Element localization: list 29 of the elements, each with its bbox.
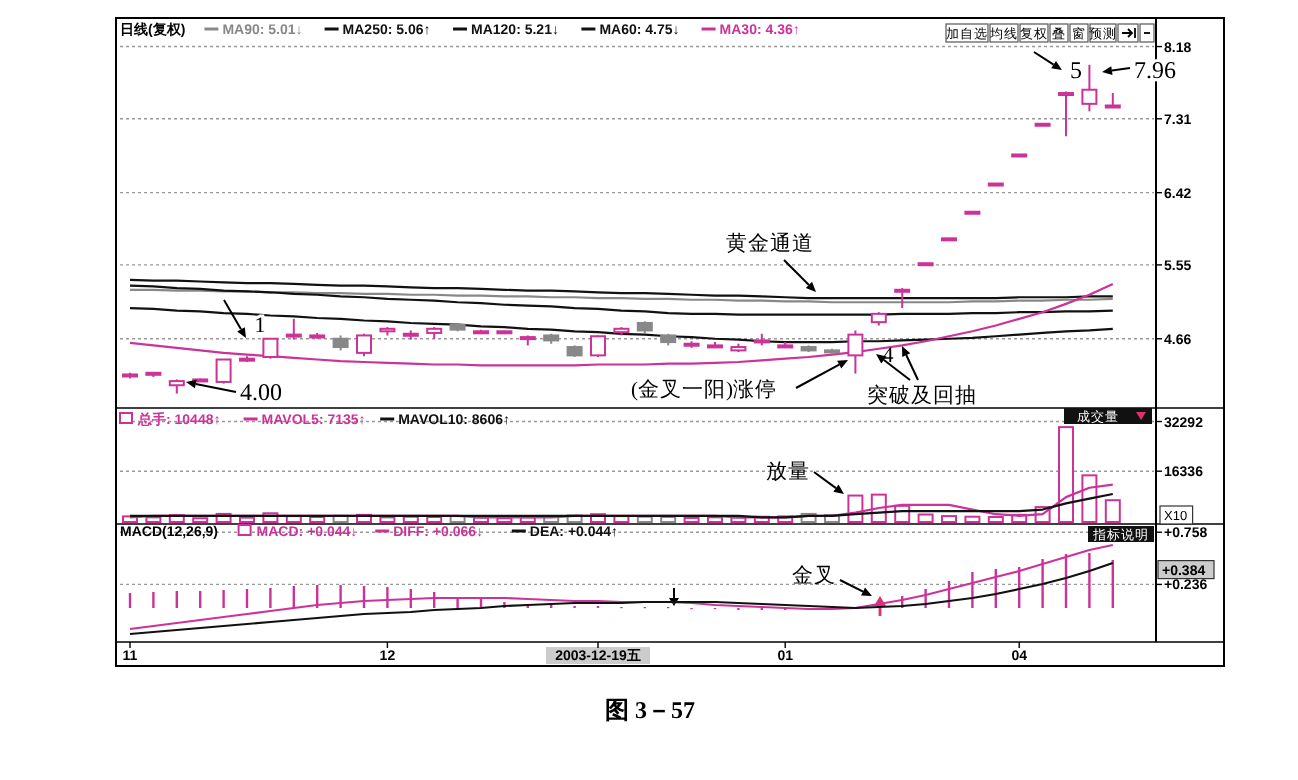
annotation: 4.00	[240, 378, 282, 406]
candlestick	[1104, 92, 1121, 109]
candlestick	[1081, 63, 1098, 113]
annotation: 突破及回抽	[867, 382, 977, 408]
bar	[683, 516, 700, 523]
annotation: 1	[254, 314, 266, 338]
line-series	[128, 282, 1114, 367]
bar	[941, 515, 957, 523]
line-series	[128, 492, 1114, 519]
annotation: 5	[1070, 56, 1082, 84]
line-series	[128, 284, 1114, 316]
bar	[1104, 499, 1121, 523]
candlestick	[894, 287, 911, 310]
annotation: 金叉	[792, 564, 836, 588]
candlestick	[590, 334, 606, 359]
line-series	[128, 543, 1114, 631]
candlestick	[1058, 90, 1074, 138]
candlestick	[262, 337, 279, 360]
line-series	[128, 561, 1114, 636]
bar	[964, 515, 981, 523]
annotation: 放量	[766, 460, 810, 484]
candlestick	[215, 358, 232, 385]
bar	[917, 513, 934, 523]
line-series	[128, 288, 1114, 304]
candlestick	[285, 317, 302, 341]
bar	[379, 516, 396, 523]
annotation: 黄金通道	[726, 230, 814, 256]
caption: 图 3－57	[605, 696, 695, 724]
annotation: (金叉一阳)涨停	[631, 378, 777, 402]
